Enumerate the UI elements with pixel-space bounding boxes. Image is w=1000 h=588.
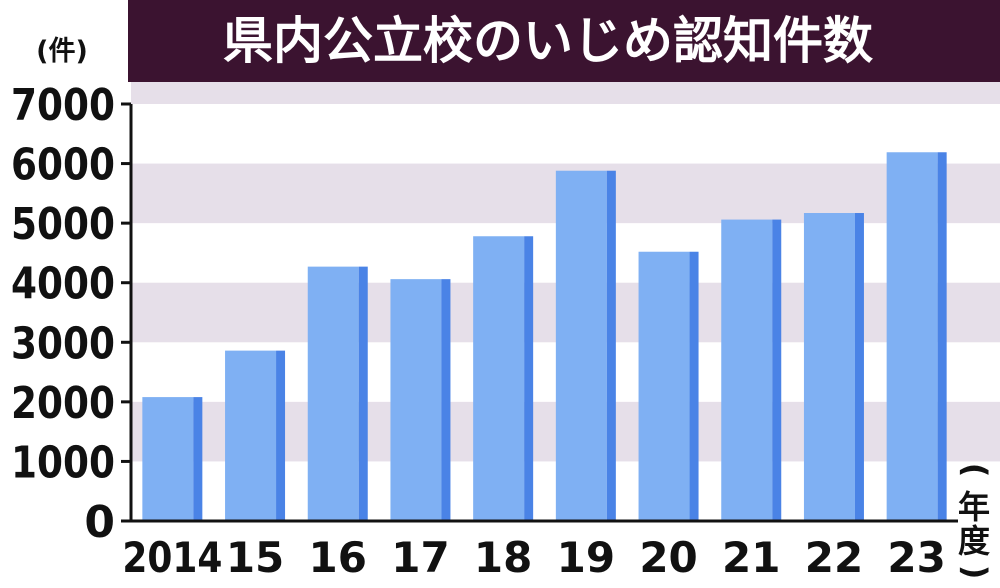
y-tick-label: 4000: [11, 259, 115, 310]
bar: [555, 170, 607, 521]
x-axis-ticks: 2014 15 16 17 18 19 20 21 22 23: [122, 533, 946, 582]
x-tick-label: 22: [805, 533, 863, 582]
bar-side: [358, 266, 368, 521]
x-axis-unit-label: ( 年度): [956, 463, 994, 580]
y-tick-label: 0: [84, 497, 115, 548]
bar-side: [606, 170, 616, 521]
bar-side: [524, 236, 534, 521]
y-tick-label: 5000: [11, 199, 115, 250]
y-axis-ticks: 0 1000 2000 3000 4000 5000 6000 7000: [11, 80, 131, 548]
bar: [721, 219, 773, 521]
x-tick-label: 19: [557, 533, 615, 582]
y-axis-unit-label: (件): [36, 36, 88, 67]
chart-title: 県内公立校のいじめ認知件数: [223, 12, 873, 70]
x-tick-label: 2014: [122, 533, 222, 582]
bar: [390, 279, 442, 521]
y-tick-label: 7000: [11, 80, 115, 131]
bar-side: [193, 397, 203, 521]
grid-band: [131, 82, 1000, 104]
y-tick-label: 3000: [11, 318, 115, 369]
x-tick-label: 20: [639, 533, 697, 582]
bar: [886, 152, 938, 521]
bar: [225, 350, 277, 521]
x-axis-unit-char: 度: [958, 522, 990, 560]
x-tick-label: 18: [474, 533, 532, 582]
bar-side: [276, 350, 286, 521]
title-banner: [128, 0, 1000, 82]
bar-side: [772, 219, 782, 521]
x-tick-label: 21: [722, 533, 780, 582]
bar: [473, 236, 525, 521]
x-axis-unit-char: (: [956, 463, 994, 478]
y-tick-label: 6000: [11, 140, 115, 191]
bar: [638, 251, 690, 522]
bar-side: [937, 152, 947, 521]
bars: [142, 152, 947, 522]
x-tick-label: 17: [391, 533, 449, 582]
y-tick-label: 2000: [11, 378, 115, 429]
x-tick-label: 16: [309, 533, 367, 582]
bar: [142, 397, 194, 521]
bar-side: [689, 251, 699, 522]
y-tick-label: 1000: [11, 437, 115, 488]
x-axis-unit-char: ): [956, 565, 994, 580]
x-tick-label: 15: [226, 533, 284, 582]
bar: [307, 266, 359, 521]
bar: [803, 213, 855, 521]
bar-side: [854, 213, 864, 521]
x-tick-label: 23: [887, 533, 945, 582]
bar-side: [441, 279, 451, 521]
x-axis-unit-char: 年: [958, 488, 990, 526]
